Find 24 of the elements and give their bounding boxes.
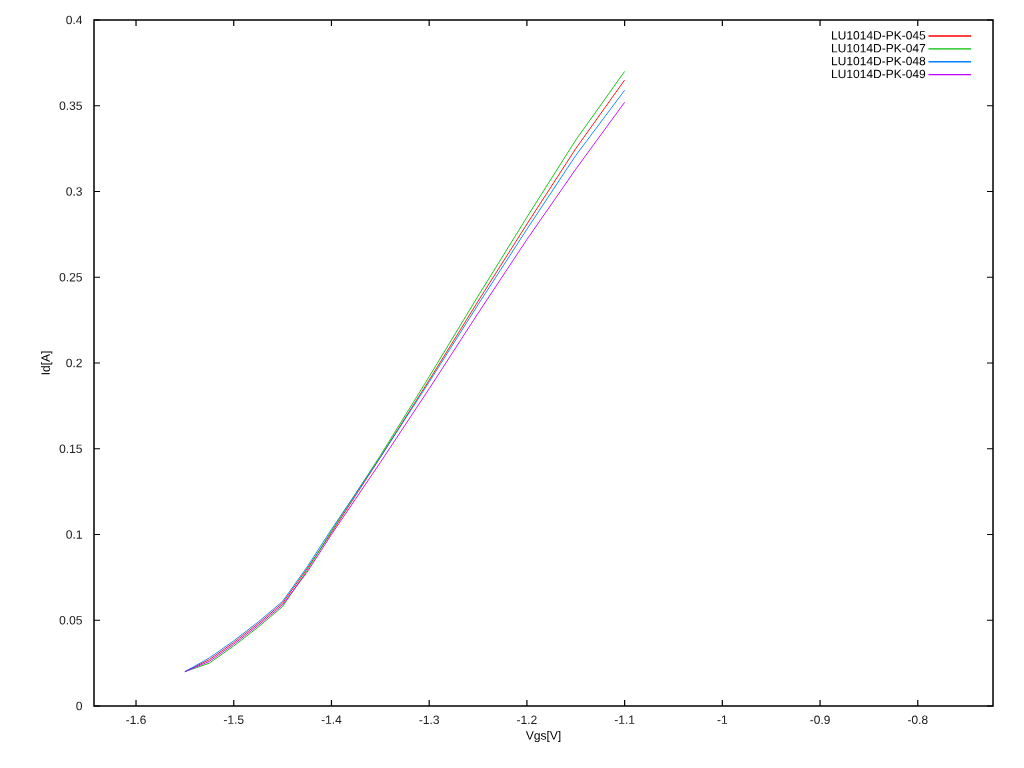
x-tick-label: -1.1 — [614, 715, 635, 724]
y-tick-label: 0.05 — [59, 616, 82, 625]
x-tick-label: -1.6 — [126, 715, 146, 725]
legend-label: LU1014D-PK-049 — [832, 69, 926, 79]
x-tick-label: -0.9 — [810, 715, 830, 725]
y-tick-label: 0.3 — [66, 187, 82, 196]
y-tick-label: 0.25 — [59, 273, 82, 282]
x-axis-title: Vgs[V] — [525, 730, 561, 743]
y-tick-label: 0.15 — [59, 444, 82, 453]
y-axis-title: Id[A] — [41, 351, 53, 375]
x-tick-label: -0.8 — [907, 715, 928, 725]
y-tick-label: 0 — [76, 701, 83, 711]
y-tick-label: 0.1 — [66, 530, 82, 539]
legend-label: LU1014D-PK-048 — [832, 56, 926, 66]
x-tick-label: -1.4 — [321, 715, 342, 724]
x-tick-label: -1.2 — [517, 715, 537, 724]
legend-label: LU1014D-PK-045 — [832, 31, 926, 40]
y-tick-label: 0.4 — [66, 15, 83, 25]
y-tick-label: 0.2 — [66, 358, 82, 368]
x-tick-label: -1.3 — [419, 715, 439, 725]
x-tick-label: -1 — [717, 715, 728, 724]
x-tick-label: -1.5 — [223, 715, 244, 724]
legend-label: LU1014D-PK-047 — [832, 43, 926, 53]
y-tick-label: 0.35 — [59, 101, 82, 110]
